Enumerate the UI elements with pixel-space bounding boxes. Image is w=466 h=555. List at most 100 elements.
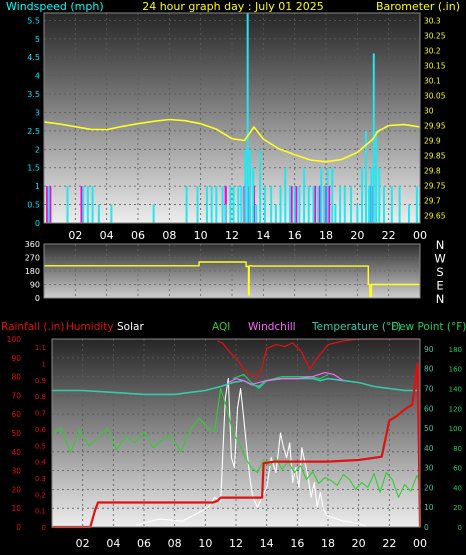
aqi-line	[51, 387, 421, 498]
legend-solar: Solar	[117, 321, 144, 333]
hour-tick-label: 00	[413, 537, 427, 550]
windspeed-tick-label: 3	[35, 108, 40, 117]
humidity-tick-label: 100	[7, 335, 22, 344]
chart-title: 24 hour graph day : July 01 2025	[142, 0, 324, 13]
direction-line	[44, 261, 420, 298]
solar-tick-label: 180	[449, 346, 462, 354]
rainfall-line	[52, 362, 422, 529]
barometer-tick-label: 29.65	[424, 212, 446, 221]
direction-tick-label: 270	[25, 254, 40, 263]
hour-tick-label: 02	[68, 229, 82, 242]
hour-tick-label: 10	[198, 537, 212, 550]
windspeed-tick-label: 2.5	[27, 127, 40, 136]
barometer-tick-label: 30.05	[424, 92, 446, 101]
barometer-tick-label: 30	[424, 107, 434, 116]
solar-tick-label: 40	[453, 484, 462, 492]
hour-tick-label: 20	[350, 229, 364, 242]
direction-tick-label: 180	[25, 267, 40, 276]
legend-dewpoint: Dew Point (°F)	[391, 321, 466, 333]
legend-aqi: AQI	[212, 321, 230, 333]
direction-grid	[44, 243, 421, 299]
hour-tick-label: 18	[319, 229, 333, 242]
temperature-tick-label: 20	[424, 483, 434, 492]
hour-tick-label: 00	[413, 229, 427, 242]
wind-plot-frame	[43, 12, 421, 224]
hour-tick-label: 16	[290, 537, 304, 550]
direction-tick-label: 90	[30, 281, 40, 290]
hour-tick-label: 20	[352, 537, 366, 550]
left-axis-label: Windspeed (mph)	[6, 0, 104, 13]
hour-tick-label: 12	[225, 229, 239, 242]
windspeed-tick-label: 4	[35, 72, 40, 81]
rainfall-tick-label: 0.7	[35, 410, 46, 418]
humidity-tick-label: 80	[11, 373, 21, 382]
climate-marks	[51, 338, 422, 529]
temperature-tick-label: 90	[424, 345, 434, 354]
barometer-tick-label: 30.2	[424, 47, 441, 56]
solar-tick-label: 140	[449, 385, 462, 393]
legend-temperature: Temperature (°F)	[311, 321, 401, 333]
hour-tick-label: 04	[106, 537, 120, 550]
windchill-line	[228, 372, 344, 386]
solar-tick-label: 80	[453, 445, 462, 453]
humidity-tick-label: 10	[11, 504, 21, 513]
humidity-tick-label: 40	[11, 448, 21, 457]
barometer-tick-label: 29.95	[424, 122, 446, 131]
temperature-line	[52, 377, 420, 396]
direction-ticks: 0 90 180 270 360	[25, 240, 40, 303]
climate-panel: Rainfall (.in) Humidity Solar AQI Windch…	[1, 321, 466, 550]
climate-ticks: 010203040506070809010000.10.20.30.40.50.…	[7, 335, 462, 532]
solar-tick-label: 0	[458, 524, 462, 532]
compass-label: N	[436, 238, 445, 252]
wind-x-ticks: 02 04 06 08 10 12 14 16 18 20 22 00	[68, 229, 427, 242]
compass-label: W	[434, 252, 445, 266]
rainfall-tick-label: 0.2	[35, 491, 46, 499]
temperature-tick-label: 40	[424, 444, 434, 453]
hour-tick-label: 08	[168, 537, 182, 550]
hour-tick-label: 10	[194, 229, 208, 242]
rainfall-tick-label: 0.3	[35, 475, 46, 483]
humidity-tick-label: 20	[11, 485, 21, 494]
legend-windchill: Windchill	[248, 321, 296, 333]
direction-plot-frame	[43, 243, 421, 299]
hour-tick-label: 06	[131, 229, 145, 242]
windspeed-tick-label: 4.5	[27, 53, 40, 62]
temperature-tick-label: 60	[424, 404, 434, 413]
barometer-tick-label: 29.75	[424, 182, 446, 191]
humidity-tick-label: 0	[16, 523, 21, 532]
rainfall-tick-label: 1	[42, 361, 46, 369]
temperature-tick-label: 0	[424, 523, 429, 532]
compass-label: E	[436, 279, 443, 293]
barometer-tick-label: 29.7	[424, 197, 441, 206]
compass-label: N	[436, 292, 445, 306]
hour-tick-label: 22	[382, 229, 396, 242]
hour-tick-label: 08	[162, 229, 176, 242]
direction-tick-label: 0	[35, 294, 40, 303]
solar-tick-label: 20	[453, 504, 462, 512]
humidity-tick-label: 70	[11, 391, 21, 400]
rainfall-tick-label: 1.1	[35, 344, 46, 352]
hour-tick-label: 06	[137, 537, 151, 550]
windspeed-tick-label: 5.5	[27, 16, 40, 25]
barometer-tick-label: 30.3	[424, 17, 441, 26]
hour-tick-label: 02	[76, 537, 90, 550]
hour-tick-label: 14	[256, 229, 270, 242]
hour-tick-label: 14	[260, 537, 274, 550]
wind-panel: Windspeed (mph) 24 hour graph day : July…	[6, 0, 460, 242]
dewpoint-line	[232, 374, 329, 390]
solar-line	[136, 378, 367, 527]
wind-right-ticks: 29.65 29.7 29.75 29.8 29.85 29.9 29.95 30 30.05 3…	[424, 17, 446, 221]
rainfall-tick-label: 0.9	[35, 377, 46, 385]
barometer-tick-label: 29.8	[424, 167, 441, 176]
legend-humidity: Humidity	[66, 321, 114, 333]
humidity-tick-label: 90	[11, 354, 21, 363]
humidity-tick-label: 30	[11, 467, 21, 476]
windspeed-tick-label: 0	[35, 219, 40, 228]
wind-grid	[44, 13, 421, 224]
legend-rainfall: Rainfall (.in)	[1, 321, 64, 333]
wind-left-ticks: 0 0.5 1 1.5 2 2.5 3 3.5 4 4.5 5 5.5	[27, 16, 40, 228]
humidity-tick-label: 60	[11, 410, 21, 419]
barometer-tick-label: 30.25	[424, 32, 446, 41]
